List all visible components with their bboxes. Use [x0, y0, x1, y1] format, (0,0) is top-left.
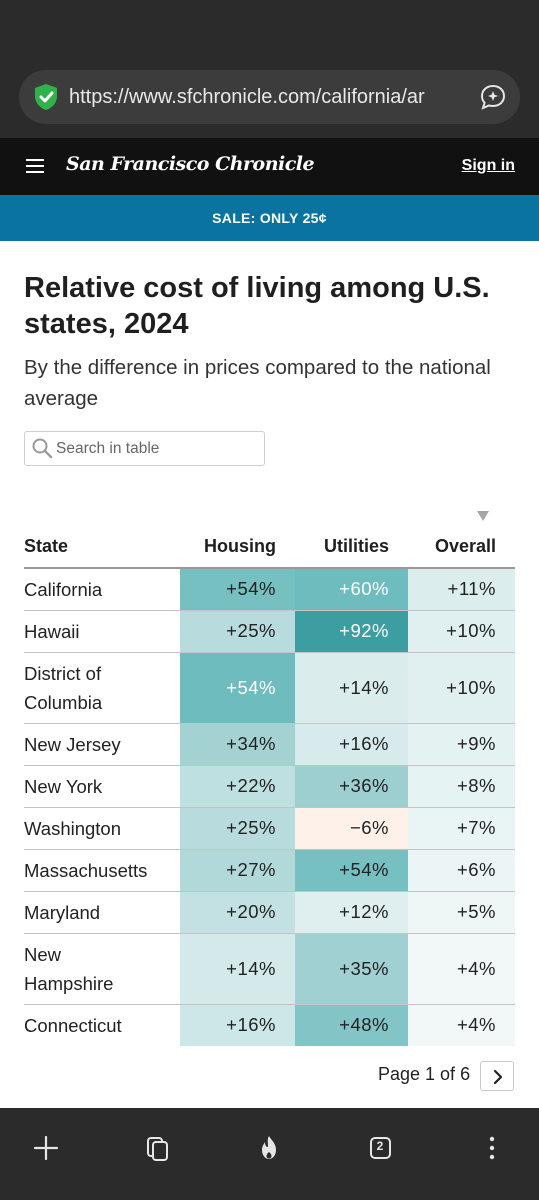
- hamburger-menu-icon[interactable]: [26, 159, 44, 173]
- chart-subtitle: By the difference in prices compared to …: [24, 356, 491, 410]
- utilities-cell: +14%: [295, 652, 408, 724]
- overall-cell: +8%: [408, 765, 515, 808]
- table-row: New Hampshire +14% +35% +4%: [24, 933, 515, 1005]
- state-cell: Massachusetts: [24, 849, 180, 892]
- plus-icon[interactable]: [26, 1128, 66, 1168]
- state-cell: New Jersey: [24, 723, 180, 766]
- more-vertical-icon[interactable]: [472, 1128, 512, 1168]
- site-logo[interactable]: San Francisco Chronicle: [66, 153, 315, 175]
- chevron-right-icon: [493, 1069, 503, 1085]
- tab-count-icon[interactable]: 2: [360, 1128, 400, 1168]
- url-text[interactable]: https://www.sfchronicle.com/california/a…: [69, 86, 425, 108]
- column-header-housing[interactable]: Housing: [180, 525, 295, 569]
- housing-cell: +25%: [180, 807, 295, 850]
- overall-cell: +10%: [408, 652, 515, 724]
- overall-cell: +4%: [408, 1004, 515, 1046]
- housing-cell: +16%: [180, 1004, 295, 1046]
- site-header: San Francisco Chronicle Sign in: [0, 138, 539, 195]
- utilities-cell: +12%: [295, 891, 408, 934]
- housing-cell: +27%: [180, 849, 295, 892]
- table-row: New Jersey +34% +16% +9%: [24, 723, 515, 766]
- utilities-cell: +54%: [295, 849, 408, 892]
- tabs-icon[interactable]: [138, 1128, 178, 1168]
- search-icon: [32, 438, 53, 459]
- next-page-button[interactable]: [480, 1061, 514, 1091]
- overall-cell: +11%: [408, 568, 515, 611]
- table-row: Hawaii +25% +92% +10%: [24, 610, 515, 653]
- state-cell: Hawaii: [24, 610, 180, 653]
- tab-count: 2: [376, 1139, 384, 1153]
- state-cell: Maryland: [24, 891, 180, 934]
- sign-in-link[interactable]: Sign in: [461, 157, 515, 174]
- browser-bottom-toolbar: 2: [0, 1108, 539, 1200]
- housing-cell: +54%: [180, 652, 295, 724]
- utilities-cell: +48%: [295, 1004, 408, 1046]
- utilities-cell: +35%: [295, 933, 408, 1005]
- housing-cell: +34%: [180, 723, 295, 766]
- overall-cell: +10%: [408, 610, 515, 653]
- utilities-cell: +36%: [295, 765, 408, 808]
- column-header-overall[interactable]: Overall: [408, 525, 515, 569]
- table-row: Massachusetts +27% +54% +6%: [24, 849, 515, 892]
- housing-cell: +54%: [180, 568, 295, 611]
- column-header-utilities[interactable]: Utilities: [295, 525, 408, 569]
- state-cell: District of Columbia: [24, 652, 180, 724]
- overall-cell: +4%: [408, 933, 515, 1005]
- overall-cell: +9%: [408, 723, 515, 766]
- table-header-row: State Housing Utilities Overall: [24, 525, 515, 569]
- search-input[interactable]: [56, 432, 261, 465]
- table-search[interactable]: [24, 431, 265, 466]
- table-row: Maryland +20% +12% +5%: [24, 891, 515, 934]
- overall-cell: +5%: [408, 891, 515, 934]
- address-bar[interactable]: https://www.sfchronicle.com/california/a…: [19, 70, 520, 124]
- state-cell: New Hampshire: [24, 933, 180, 1005]
- sale-banner[interactable]: SALE: ONLY 25¢: [0, 195, 539, 241]
- utilities-cell: +92%: [295, 610, 408, 653]
- table-row: Connecticut +16% +48% +4%: [24, 1004, 515, 1046]
- utilities-cell: +60%: [295, 568, 408, 611]
- utilities-cell: −6%: [295, 807, 408, 850]
- chart-title: Relative cost of living among U.S. state…: [24, 272, 490, 340]
- cost-of-living-table: State Housing Utilities Overall Californ…: [24, 525, 515, 1046]
- table-row: California +54% +60% +11%: [24, 568, 515, 611]
- housing-cell: +22%: [180, 765, 295, 808]
- table-row: New York +22% +36% +8%: [24, 765, 515, 808]
- overall-cell: +7%: [408, 807, 515, 850]
- housing-cell: +14%: [180, 933, 295, 1005]
- state-cell: Washington: [24, 807, 180, 850]
- housing-cell: +25%: [180, 610, 295, 653]
- state-cell: California: [24, 568, 180, 611]
- column-header-state[interactable]: State: [24, 525, 180, 569]
- shield-check-icon[interactable]: [33, 83, 59, 111]
- housing-cell: +20%: [180, 891, 295, 934]
- chat-sparkle-icon[interactable]: [479, 83, 507, 111]
- tab-switcher-frame: [370, 1137, 391, 1159]
- state-cell: Connecticut: [24, 1014, 122, 1036]
- state-cell: New York: [24, 765, 180, 808]
- pagination-label: Page 1 of 6: [378, 1064, 471, 1084]
- table-row: Washington +25% −6% +7%: [24, 807, 515, 850]
- sort-descending-icon[interactable]: [477, 511, 489, 521]
- browser-top-bar: https://www.sfchronicle.com/california/a…: [0, 0, 539, 138]
- fire-icon[interactable]: [249, 1128, 289, 1168]
- utilities-cell: +16%: [295, 723, 408, 766]
- table-row: District of Columbia +54% +14% +10%: [24, 652, 515, 724]
- overall-cell: +6%: [408, 849, 515, 892]
